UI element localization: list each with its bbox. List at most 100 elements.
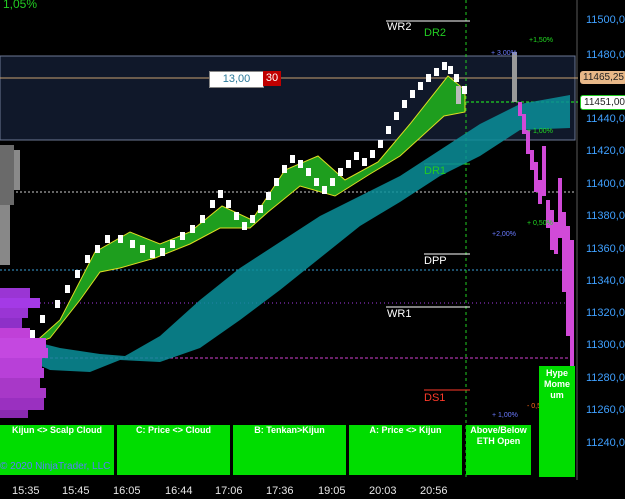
time-tick: 16:05 (113, 485, 141, 497)
renko-brick (210, 200, 215, 208)
magenta-bricks (518, 102, 574, 400)
renko-brick (314, 178, 319, 186)
magenta-brick (538, 180, 542, 204)
renko-brick (105, 235, 110, 243)
price-tick: 11500,00 (586, 14, 625, 26)
renko-brick (410, 90, 415, 98)
time-tick: 15:45 (62, 485, 90, 497)
time-tick: 16:44 (165, 485, 193, 497)
dr1-label: DR1 (424, 165, 447, 177)
renko-brick (454, 74, 459, 82)
renko-brick (322, 186, 327, 194)
time-tick: 17:06 (215, 485, 243, 497)
magenta-brick (550, 210, 554, 250)
renko-brick (298, 160, 303, 168)
entry-count-badge[interactable]: 30 (263, 71, 281, 86)
kijun-cloud (28, 95, 570, 372)
magenta-brick (566, 226, 570, 336)
renko-brick (95, 245, 100, 253)
price-tick: 11400,00 (586, 178, 625, 190)
last-price-badge: 11465,25 (580, 71, 625, 84)
renko-brick (462, 86, 467, 94)
renko-brick (274, 178, 279, 186)
renko-brick (282, 165, 287, 173)
hype-momentum-button[interactable]: Hype Mome um (539, 366, 575, 477)
renko-brick (40, 315, 45, 323)
price-tick: 11360,00 (586, 243, 625, 255)
time-tick: 20:03 (369, 485, 397, 497)
renko-bricks (30, 62, 467, 338)
renko-brick (378, 140, 383, 148)
renko-brick (258, 205, 263, 213)
magenta-brick (570, 240, 574, 400)
magenta-brick (526, 130, 530, 154)
magenta-brick (558, 178, 562, 238)
price-tick: 11320,00 (586, 307, 625, 319)
renko-brick (118, 235, 123, 243)
time-tick: 17:36 (266, 485, 294, 497)
price-tick: 11280,00 (586, 372, 625, 384)
price-tick: 11260,00 (586, 404, 625, 416)
renko-brick (330, 178, 335, 186)
price-tick: 11300,00 (586, 339, 625, 351)
price-tick: 11380,00 (586, 210, 625, 222)
renko-brick (442, 62, 447, 70)
renko-brick (65, 285, 70, 293)
renko-brick (150, 250, 155, 258)
renko-brick (160, 248, 165, 256)
renko-brick (418, 82, 423, 90)
eth-open-button[interactable]: Above/Below ETH Open (466, 425, 531, 475)
renko-brick (250, 215, 255, 223)
wr2-label: WR2 (387, 21, 412, 33)
pct-label-2: +1,50% (529, 37, 553, 44)
magenta-brick (530, 150, 534, 170)
price-kijun-button[interactable]: A: Price <> Kijun (349, 425, 462, 475)
renko-brick (354, 152, 359, 160)
renko-brick (242, 222, 247, 230)
dr2-label: DR2 (424, 27, 447, 39)
renko-brick (234, 212, 239, 220)
pct-label-1: + 3,00% (491, 50, 517, 57)
renko-brick (306, 168, 311, 176)
renko-brick (226, 200, 231, 208)
volume-profile (0, 145, 48, 418)
price-tick: 11440,00 (586, 113, 625, 125)
renko-brick (394, 112, 399, 120)
magenta-brick (522, 114, 526, 134)
time-tick: 19:05 (318, 485, 346, 497)
entry-quantity-field[interactable]: 13,00 (209, 71, 264, 88)
magenta-brick (562, 212, 566, 292)
renko-brick (362, 158, 367, 166)
dpp-label: DPP (424, 255, 447, 267)
renko-brick (55, 300, 60, 308)
top-percent: 1,05% (3, 0, 38, 11)
copyright-text: © 2020 NinjaTrader, LLC (0, 461, 111, 472)
renko-brick (402, 100, 407, 108)
pct-label-4: + 0,50% (527, 220, 553, 227)
renko-brick (434, 68, 439, 76)
renko-brick (218, 190, 223, 198)
renko-brick (290, 155, 295, 163)
renko-brick (338, 168, 343, 176)
time-tick: 15:35 (12, 485, 40, 497)
ds1-label: DS1 (424, 392, 446, 404)
renko-brick (75, 270, 80, 278)
price-cloud-button[interactable]: C: Price <> Cloud (117, 425, 230, 475)
tenkan-kijun-button[interactable]: B: Tenkan>Kijun (233, 425, 346, 475)
time-tick: 20:56 (420, 485, 448, 497)
renko-brick (30, 330, 35, 338)
grey-bricks (456, 52, 517, 104)
magenta-brick (546, 200, 550, 228)
renko-brick (170, 240, 175, 248)
renko-brick (448, 66, 453, 74)
renko-brick (386, 126, 391, 134)
renko-brick (266, 192, 271, 200)
price-tick: 11240,00 (586, 437, 625, 449)
pct-label-5: +2,00% (492, 231, 516, 238)
kijun-scalp-cloud-button[interactable]: Kijun <> Scalp Cloud (0, 425, 114, 475)
price-tick: 11420,00 (586, 145, 625, 157)
magenta-brick (518, 102, 522, 116)
magenta-brick (554, 222, 558, 254)
renko-brick (370, 150, 375, 158)
